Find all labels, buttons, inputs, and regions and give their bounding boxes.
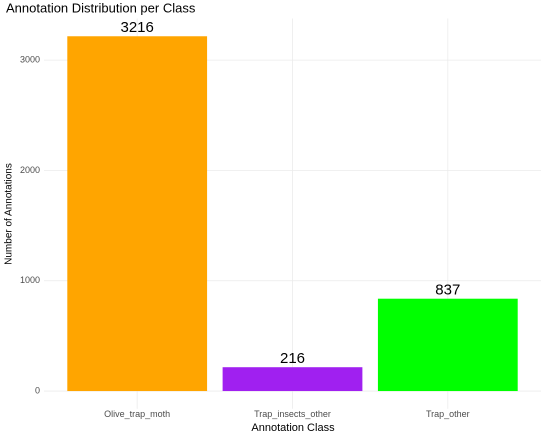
y-tick-label: 3000 xyxy=(20,54,40,64)
value-label: 216 xyxy=(280,350,305,367)
y-tick-label: 2000 xyxy=(20,165,40,175)
x-tick-label: Trap_other xyxy=(426,409,470,419)
value-label: 3216 xyxy=(121,19,154,36)
value-label: 837 xyxy=(435,282,460,299)
chart-title: Annotation Distribution per Class xyxy=(6,0,196,15)
x-tick-label: Trap_insects_other xyxy=(254,409,331,419)
y-axis-title: Number of Annotations xyxy=(4,163,15,265)
y-tick-label: 0 xyxy=(35,385,40,395)
x-axis-title: Annotation Class xyxy=(251,422,335,434)
bar xyxy=(222,367,363,392)
y-tick-label: 1000 xyxy=(20,275,40,285)
bar xyxy=(67,36,208,392)
bar xyxy=(377,298,518,392)
x-tick-label: Olive_trap_moth xyxy=(104,409,170,419)
